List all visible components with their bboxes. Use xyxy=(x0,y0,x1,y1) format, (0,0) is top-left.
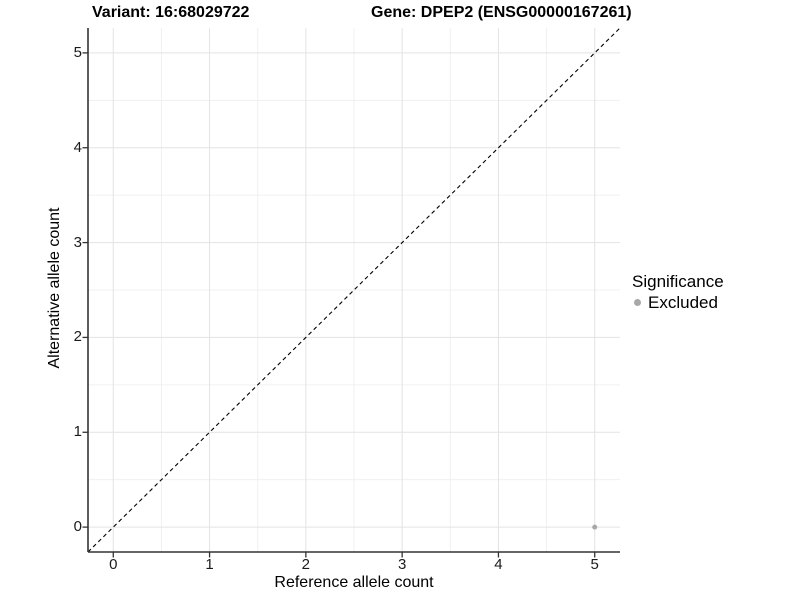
legend-excluded-swatch xyxy=(634,299,641,306)
legend-excluded-label: Excluded xyxy=(648,293,718,312)
y-tick-label: 3 xyxy=(73,233,82,251)
gene-title: Gene: DPEP2 (ENSG00000167261) xyxy=(371,4,632,21)
y-tick-label: 1 xyxy=(73,423,82,441)
y-tick-label: 4 xyxy=(73,138,82,156)
y-tick-label: 5 xyxy=(73,43,82,61)
data-point xyxy=(592,524,598,530)
y-tick-label: 2 xyxy=(73,328,82,346)
x-tick-label: 1 xyxy=(205,556,214,573)
x-tick-label: 0 xyxy=(109,556,118,573)
legend-title: Significance xyxy=(632,272,724,291)
identity-line xyxy=(87,27,621,553)
y-axis-title: Alternative allele count xyxy=(46,207,63,369)
x-tick-label: 3 xyxy=(397,556,407,573)
x-tick-label: 2 xyxy=(301,556,311,573)
variant-title: Variant: 16:68029722 xyxy=(92,4,250,21)
x-axis-title: Reference allele count xyxy=(274,574,434,591)
y-tick-label: 0 xyxy=(73,518,82,536)
x-tick-label: 5 xyxy=(590,556,599,573)
x-tick-label: 4 xyxy=(494,556,503,573)
